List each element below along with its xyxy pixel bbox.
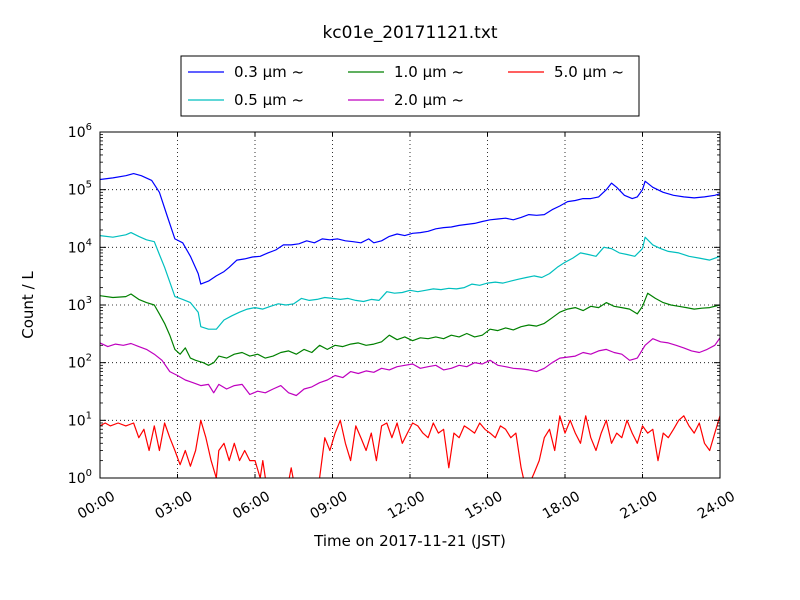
chart-title: kc01e_20171121.txt	[322, 23, 497, 43]
legend-frame	[180, 55, 640, 117]
series-line-2	[100, 292, 720, 366]
series-line-3	[100, 337, 720, 397]
series-line-4	[100, 415, 720, 478]
y-tick-labels: 100 101 102 103 104 105 106	[68, 122, 92, 487]
y-tick-label: 104	[68, 237, 92, 256]
ticks	[99, 131, 721, 479]
y-tick-label: 106	[68, 122, 92, 141]
y-tick-label: 102	[68, 353, 92, 372]
series-group	[100, 173, 720, 478]
y-axis-label: Count / L	[19, 271, 37, 339]
legend-label-0: 0.3 μm ~	[234, 63, 304, 81]
legend: 0.3 μm ~ 0.5 μm ~ 1.0 μm ~ 2.0 μm ~ 5.0 μm ~	[180, 55, 640, 117]
legend-label-3: 2.0 μm ~	[394, 91, 464, 109]
y-tick-label: 105	[68, 180, 92, 199]
legend-label-2: 1.0 μm ~	[394, 63, 464, 81]
legend-label-1: 0.5 μm ~	[234, 91, 304, 109]
y-tick-label: 100	[68, 468, 92, 487]
legend-label-4: 5.0 μm ~	[554, 63, 624, 81]
series-line-0	[100, 173, 720, 285]
series-line-1	[100, 232, 720, 330]
y-tick-label: 103	[68, 295, 92, 314]
grid	[100, 132, 720, 478]
x-axis-label: Time on 2017-11-21 (JST)	[313, 532, 506, 550]
y-tick-label: 101	[68, 410, 92, 429]
